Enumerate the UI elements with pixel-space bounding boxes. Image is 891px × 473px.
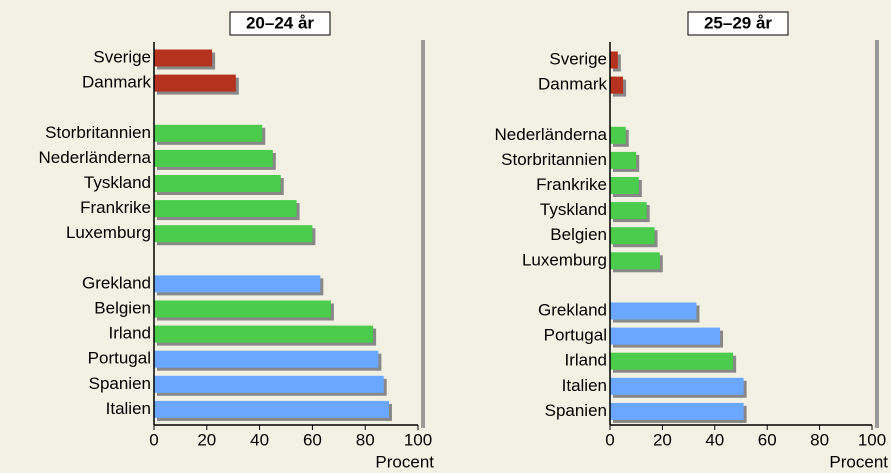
x-tick-label: 100: [858, 430, 886, 449]
x-axis-label: Procent: [375, 452, 434, 471]
x-tick-label: 80: [356, 430, 375, 449]
bar: [154, 74, 236, 92]
bar: [154, 200, 297, 218]
frame-shadow: [421, 40, 425, 428]
bar: [610, 402, 744, 420]
title-box: [687, 11, 789, 36]
x-tick-label: 20: [197, 430, 216, 449]
category-label: Storbritannien: [45, 123, 151, 142]
category-label: Spanien: [545, 401, 607, 420]
category-label: Portugal: [544, 326, 607, 345]
bar: [154, 325, 374, 343]
x-tick-label: 40: [705, 430, 724, 449]
x-tick-label: 0: [149, 430, 158, 449]
bar: [154, 175, 281, 192]
category-label: Danmark: [538, 75, 607, 94]
category-label: Frankrike: [80, 198, 151, 217]
x-tick-label: 60: [303, 430, 322, 449]
category-label: Nederländerna: [495, 125, 608, 144]
category-label: Tyskland: [84, 173, 151, 192]
category-label: Danmark: [82, 73, 151, 92]
category-label: Grekland: [538, 300, 607, 319]
category-label: Storbritannien: [501, 150, 607, 169]
bar: [154, 225, 313, 243]
category-label: Irland: [108, 324, 151, 343]
bar: [610, 202, 647, 220]
category-label: Italien: [562, 376, 607, 395]
bar: [610, 227, 655, 245]
category-label: Irland: [564, 351, 607, 370]
bar: [154, 350, 379, 368]
x-tick-label: 100: [404, 430, 432, 449]
category-label: Nederländerna: [39, 148, 152, 167]
bar: [154, 300, 331, 318]
x-tick-label: 60: [758, 430, 777, 449]
bar: [610, 126, 626, 144]
bar: [610, 51, 618, 69]
category-label: Luxemburg: [522, 250, 607, 269]
category-label: Portugal: [88, 349, 151, 368]
category-label: Grekland: [82, 273, 151, 292]
chart-title: 25–29 år: [704, 13, 772, 32]
frame-shadow: [875, 40, 879, 428]
category-label: Belgien: [94, 298, 151, 317]
bar: [154, 149, 273, 167]
bar: [154, 375, 384, 393]
bar: [154, 400, 389, 418]
category-label: Spanien: [89, 374, 151, 393]
bar: [610, 352, 734, 370]
x-tick-label: 0: [605, 430, 614, 449]
category-label: Tyskland: [540, 200, 607, 219]
x-axis-label: Procent: [829, 452, 888, 471]
chart-title: 20–24 år: [246, 13, 314, 32]
bar: [610, 76, 624, 94]
bar: [154, 124, 263, 142]
bar: [154, 275, 321, 293]
bar: [610, 177, 639, 194]
bar: [610, 327, 721, 345]
bar: [154, 49, 213, 67]
x-tick-label: 40: [250, 430, 269, 449]
title-box: [229, 11, 331, 36]
bar: [610, 151, 637, 169]
category-label: Frankrike: [536, 175, 607, 194]
bar: [610, 252, 660, 270]
category-label: Italien: [106, 399, 151, 418]
bar: [610, 302, 697, 320]
category-label: Belgien: [550, 225, 607, 244]
category-label: Luxemburg: [66, 223, 151, 242]
category-label: Sverige: [549, 49, 607, 68]
category-label: Sverige: [93, 47, 151, 66]
x-tick-label: 80: [810, 430, 829, 449]
x-tick-label: 20: [653, 430, 672, 449]
bar: [610, 377, 744, 395]
